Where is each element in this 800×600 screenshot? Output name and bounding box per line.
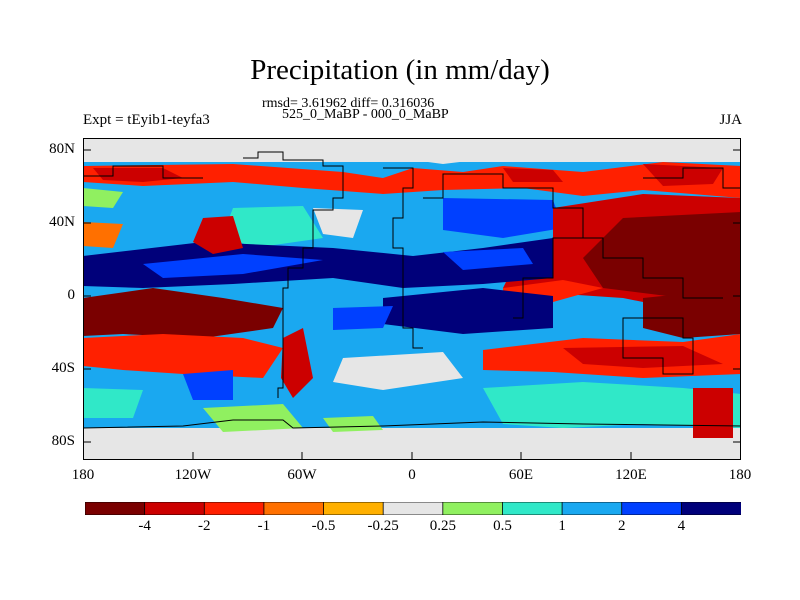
lon-label-180e: 180 bbox=[728, 467, 752, 483]
season-label: JJA bbox=[719, 112, 742, 128]
lat-label-0: 0 bbox=[67, 287, 76, 303]
colorbar-label: 4 bbox=[677, 518, 686, 534]
colorbar-label: -1 bbox=[257, 518, 271, 534]
colorbar-swatch bbox=[203, 502, 265, 515]
colorbar-swatch bbox=[680, 502, 741, 515]
colorbar-label: -4 bbox=[138, 518, 151, 534]
colorbar-swatch bbox=[144, 502, 206, 515]
colorbar-swatch bbox=[263, 502, 325, 515]
colorbar-swatch bbox=[561, 502, 623, 515]
colorbar-label: -0.25 bbox=[367, 518, 399, 534]
colorbar-label: -2 bbox=[198, 518, 211, 534]
colorbar-label: 1 bbox=[558, 518, 566, 534]
comparison-label: 525_0_MaBP - 000_0_MaBP bbox=[282, 107, 449, 122]
lon-label-0: 0 bbox=[408, 467, 416, 483]
colorbar bbox=[85, 502, 741, 515]
lat-label-80s: 80S bbox=[51, 433, 75, 449]
lon-label-120e: 120E bbox=[615, 467, 647, 483]
stats-line: rmsd= 3.61962 diff= 0.316036 bbox=[262, 96, 435, 111]
colorbar-swatch bbox=[621, 502, 683, 515]
colorbar-label: 0.25 bbox=[429, 518, 456, 534]
lat-label-80n: 80N bbox=[49, 141, 75, 157]
experiment-label: Expt = tEyib1-teyfa3 bbox=[83, 112, 210, 128]
lat-label-40s: 40S bbox=[51, 360, 75, 376]
lon-label-180w: 180 bbox=[71, 467, 95, 483]
colorbar-swatch bbox=[502, 502, 563, 515]
colorbar-swatch bbox=[85, 502, 146, 515]
lon-label-120w: 120W bbox=[174, 467, 212, 483]
colorbar-swatch bbox=[323, 502, 385, 515]
colorbar-label: 0.5 bbox=[493, 518, 512, 534]
colorbar-swatch bbox=[442, 502, 504, 515]
lon-label-60w: 60W bbox=[287, 467, 317, 483]
chart-title: Precipitation (in mm/day) bbox=[250, 54, 550, 86]
lon-label-60e: 60E bbox=[508, 467, 534, 483]
colorbar-swatch bbox=[382, 502, 444, 515]
precipitation-map bbox=[83, 138, 741, 460]
colorbar-label: 2 bbox=[617, 518, 626, 534]
colorbar-label: -0.5 bbox=[311, 518, 336, 534]
lat-label-40n: 40N bbox=[49, 214, 75, 230]
